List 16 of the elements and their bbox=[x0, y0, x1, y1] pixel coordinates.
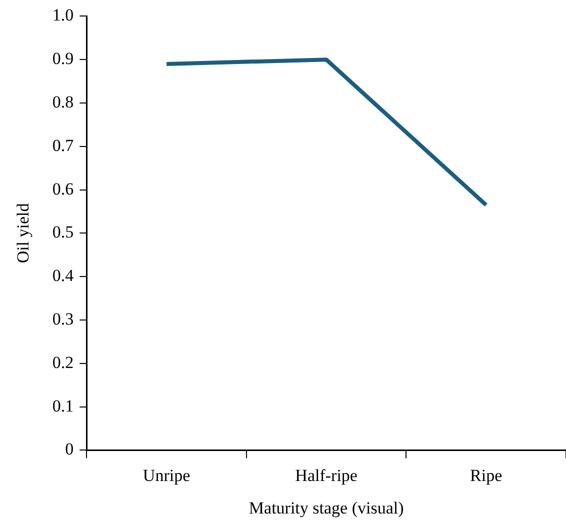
y-tick-label: 0.6 bbox=[52, 179, 74, 198]
y-tick-label: 0.9 bbox=[52, 49, 74, 68]
y-tick-label: 0.4 bbox=[52, 266, 74, 286]
y-tick-label: 0.3 bbox=[52, 309, 74, 328]
y-tick-label: 0.7 bbox=[52, 136, 74, 155]
x-axis-title: Maturity stage (visual) bbox=[248, 498, 404, 518]
x-tick-label: Unripe bbox=[142, 466, 190, 485]
x-tick-label: Ripe bbox=[470, 466, 502, 485]
y-tick-label: 0 bbox=[65, 440, 74, 459]
y-tick-label: 0.8 bbox=[52, 92, 74, 112]
y-tick-label: 0.2 bbox=[52, 352, 74, 372]
y-tick-label: 0.1 bbox=[52, 396, 74, 416]
y-axis-title: Oil yield bbox=[14, 202, 33, 264]
x-tick-label: Half-ripe bbox=[295, 466, 358, 485]
y-tick-label: 0.5 bbox=[52, 222, 74, 242]
y-tick-label: 1.0 bbox=[52, 6, 74, 25]
